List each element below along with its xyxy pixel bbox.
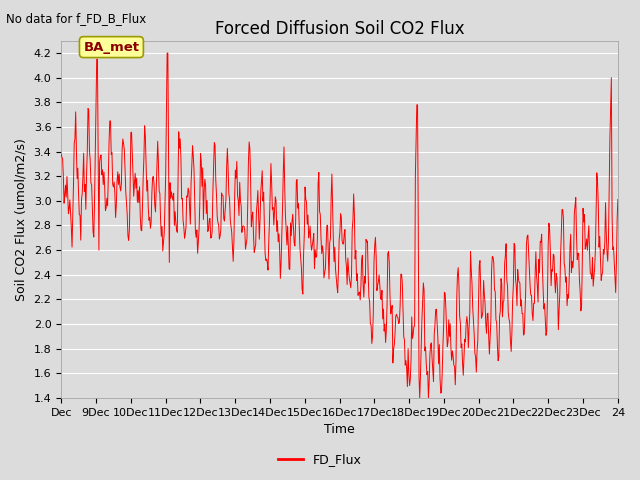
Legend: FD_Flux: FD_Flux <box>273 448 367 471</box>
Text: BA_met: BA_met <box>83 41 140 54</box>
Y-axis label: Soil CO2 Flux (umol/m2/s): Soil CO2 Flux (umol/m2/s) <box>15 138 28 301</box>
X-axis label: Time: Time <box>324 423 355 436</box>
Text: No data for f_FD_B_Flux: No data for f_FD_B_Flux <box>6 12 147 25</box>
Title: Forced Diffusion Soil CO2 Flux: Forced Diffusion Soil CO2 Flux <box>214 20 465 38</box>
